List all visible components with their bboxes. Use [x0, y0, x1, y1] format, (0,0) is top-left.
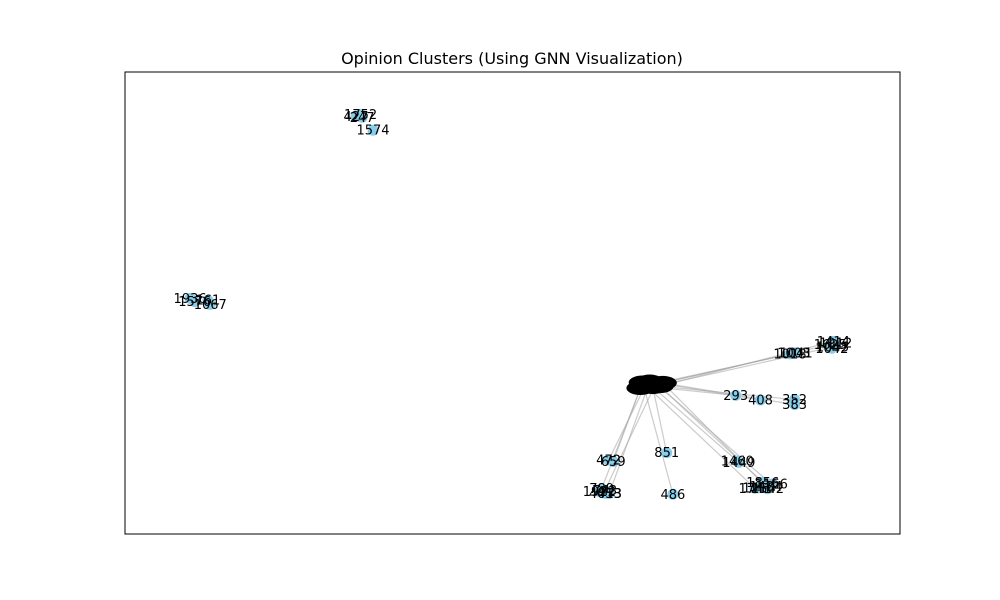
node-n1542 [761, 483, 773, 495]
node-n453 [603, 487, 615, 499]
node-n851 [661, 447, 673, 459]
node-n247 [356, 111, 368, 123]
node-n1449 [733, 456, 745, 468]
node-label-n1936: 1936 [174, 292, 207, 307]
node-n1042 [826, 342, 838, 354]
node-n1067 [204, 298, 216, 310]
node-label-n1210: 1210 [742, 481, 775, 496]
node-label-n352: 352 [782, 393, 807, 408]
node-label-n453: 453 [597, 487, 622, 502]
node-label-n408: 408 [748, 394, 773, 409]
node-n293 [730, 389, 742, 401]
hub-label-mass-h7 [648, 375, 677, 390]
node-label-n1042: 1042 [815, 342, 848, 357]
edge-h7-n1018 [662, 353, 791, 384]
node-label-n1449: 1449 [722, 456, 755, 471]
node-n486 [667, 488, 679, 500]
node-label-n851: 851 [654, 446, 679, 461]
node-n1576 [189, 296, 201, 308]
node-label-n1003: 1003 [777, 346, 810, 361]
edge-h7-n383 [662, 382, 795, 406]
node-label-n1041: 1041 [780, 346, 813, 361]
node-label-n486: 486 [661, 488, 686, 503]
node-label-n1576: 1576 [178, 295, 211, 310]
node-label-n472: 472 [596, 454, 621, 469]
edge-h7-n1434 [662, 382, 767, 487]
edge-h1-n453 [608, 381, 651, 494]
edges-layer [601, 340, 834, 495]
node-label-n1741: 1741 [739, 482, 772, 497]
node-n383 [789, 399, 801, 411]
node-n1574 [367, 124, 379, 136]
edge-h4-n1045 [652, 346, 833, 388]
node-label-n1067: 1067 [194, 298, 227, 313]
node-label-n427: 427 [344, 110, 369, 125]
edge-h0-n486 [642, 382, 674, 495]
hub-label-mass-h6 [626, 381, 655, 396]
node-label-n1542: 1542 [751, 482, 784, 497]
node-label-n1045: 1045 [816, 340, 849, 355]
node-label-n1018: 1018 [773, 347, 806, 362]
node-label-n743: 743 [592, 484, 617, 499]
node-label-n1460: 1460 [721, 455, 754, 470]
node-n1741 [749, 482, 761, 494]
edge-h4-n851 [652, 386, 668, 453]
node-label-n1912: 1912 [819, 337, 852, 352]
node-label-n1922: 1922 [583, 485, 616, 500]
node-label-n659: 659 [601, 455, 626, 470]
node-label-n1752: 1752 [344, 108, 377, 123]
edge-h4-n1460 [652, 386, 738, 462]
node-label-n383: 383 [782, 398, 807, 413]
node-n1003 [788, 347, 800, 359]
node-label-n1574: 1574 [356, 124, 389, 139]
edge-h0-n1741 [642, 382, 756, 489]
nodes-layer [184, 109, 842, 500]
node-label-n1166: 1166 [755, 478, 788, 493]
node-label-n789: 789 [589, 482, 614, 497]
node-label-n293: 293 [723, 389, 748, 404]
node-label-n4013: 4013 [589, 487, 622, 502]
node-label-n1434: 1434 [749, 480, 782, 495]
node-n659 [607, 455, 619, 467]
edge-h5-n352 [659, 385, 795, 401]
plot-frame [124, 71, 901, 535]
node-label-n247: 247 [350, 111, 375, 126]
chart-title: Opinion Clusters (Using GNN Visualizatio… [341, 49, 683, 68]
node-label-n1625: 1625 [814, 338, 847, 353]
hub-blob [626, 374, 677, 396]
node-label-n1414: 1414 [817, 335, 850, 350]
node-n408 [755, 394, 766, 406]
node-label-n161: 161 [196, 294, 221, 309]
edge-h0-n789 [601, 382, 644, 489]
node-label-n1856: 1856 [746, 476, 779, 491]
